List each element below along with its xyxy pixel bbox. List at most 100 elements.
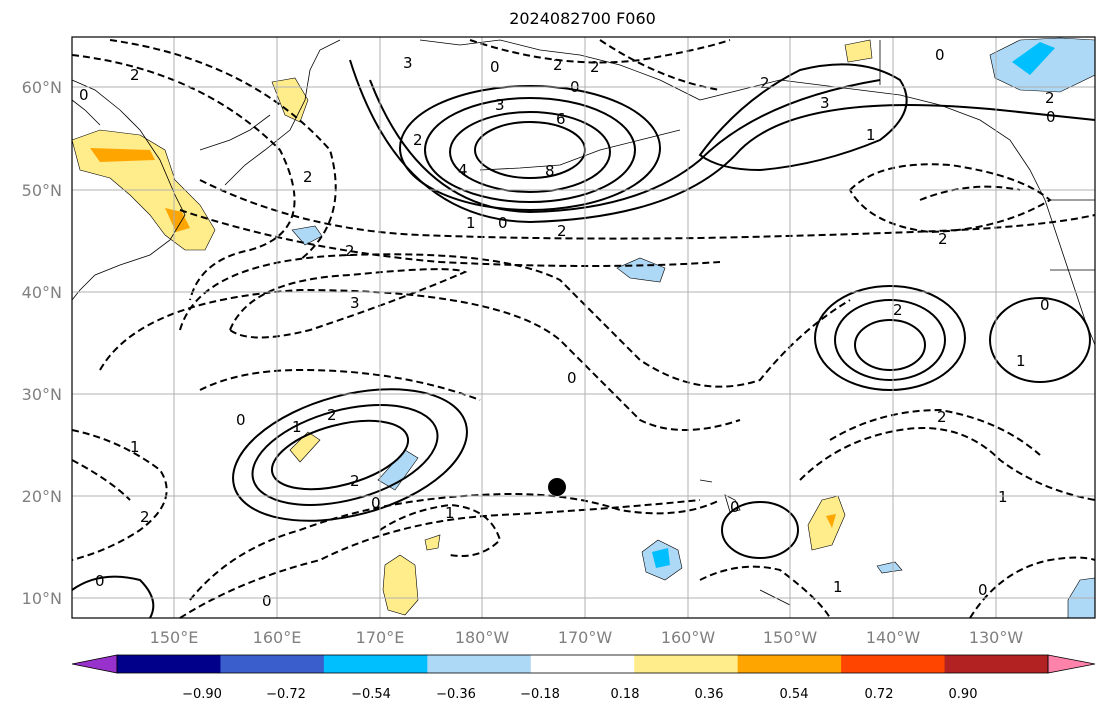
- contour-label: 2: [553, 56, 563, 74]
- colorbar-label: −0.90: [182, 687, 222, 702]
- contour-label: 2: [938, 230, 948, 248]
- colorbar-frame: [116, 654, 1049, 674]
- colorbar-label: −0.18: [520, 687, 560, 702]
- storm-center-marker: [548, 478, 566, 496]
- contour-label: 1: [1016, 352, 1026, 370]
- lat-tick: 10°N: [22, 589, 62, 608]
- colorbar-segment: [427, 655, 532, 673]
- shade-yellow-small: [424, 534, 441, 551]
- lon-tick: 150°W: [763, 628, 818, 647]
- contour-label: 1: [466, 214, 476, 232]
- contour-label: 2: [413, 131, 423, 149]
- map-frame: [71, 36, 1096, 619]
- coastlines: [71, 39, 1096, 606]
- colorbar-segment: [530, 655, 635, 673]
- contour-label: 2: [760, 74, 770, 92]
- contour-label: 2: [893, 301, 903, 319]
- contour-label: 2: [303, 168, 313, 186]
- shade-cyan-south: [652, 548, 670, 568]
- contour-labels: 3 2 2 2 0 0 3 6 8 4 2 1 0 2 0 3 2 0 2 2 …: [79, 46, 1056, 610]
- shade-orange-kamchatka-2: [165, 208, 190, 232]
- contour-label: 3: [350, 294, 360, 312]
- negative-contours: [71, 39, 1096, 619]
- lon-tick: 170°W: [558, 628, 613, 647]
- contour-label: 2: [345, 242, 355, 260]
- latitude-axis: 60°N 50°N 40°N 30°N 20°N 10°N: [22, 78, 62, 608]
- contour-label: 2: [350, 472, 360, 490]
- lat-tick: 20°N: [22, 487, 62, 506]
- contour-label: 2: [937, 408, 947, 426]
- contour-label: 0: [978, 581, 988, 599]
- lon-tick: 130°W: [969, 628, 1024, 647]
- colorbar-labels: −0.90 −0.72 −0.54 −0.36 −0.18 0.18 0.36 …: [182, 687, 977, 702]
- contour-label: 1: [998, 488, 1008, 506]
- colorbar-label: 0.36: [695, 687, 724, 702]
- colorbar-segment: [220, 655, 325, 673]
- colorbar-label: −0.36: [436, 687, 476, 702]
- colorbar: [71, 654, 1096, 674]
- contour-label: 0: [95, 572, 105, 590]
- colorbar-extend-min: [71, 654, 118, 674]
- contour-label: 2: [327, 406, 337, 424]
- lon-tick: 170°E: [356, 628, 405, 647]
- contour-label: 2: [140, 508, 150, 526]
- contour-label: 2: [590, 58, 600, 76]
- contour-label: 0: [371, 494, 381, 512]
- colorbar-label: 0.72: [865, 687, 894, 702]
- map-title: 2024082700 F060: [509, 9, 656, 28]
- lon-tick: 180°W: [455, 628, 510, 647]
- contour-label: 0: [1040, 296, 1050, 314]
- lon-tick: 160°W: [661, 628, 716, 647]
- lat-tick: 50°N: [22, 181, 62, 200]
- colorbar-segment: [634, 655, 739, 673]
- contour-label: 1: [833, 578, 843, 596]
- contour-label: 2: [130, 66, 140, 84]
- positive-contours: [71, 59, 1096, 619]
- contour-label: 0: [1046, 108, 1056, 126]
- shade-blue-small-east: [876, 561, 903, 574]
- colorbar-label: 0.90: [949, 687, 978, 702]
- colorbar-label: −0.54: [351, 687, 391, 702]
- contour-label: 2: [1045, 89, 1055, 107]
- contour-label: 0: [730, 498, 740, 516]
- contour-label: 1: [292, 418, 302, 436]
- lon-tick: 150°E: [150, 628, 199, 647]
- colorbar-segment: [323, 655, 428, 673]
- contour-label: 0: [490, 58, 500, 76]
- contour-label: 0: [935, 46, 945, 64]
- colorbar-segment: [117, 655, 221, 673]
- shade-blue-pacific: [616, 257, 666, 283]
- contour-label: 0: [79, 86, 89, 104]
- contour-label: 4: [458, 161, 468, 179]
- contour-label: 0: [567, 369, 577, 387]
- lon-tick: 160°E: [253, 628, 302, 647]
- contour-label: 3: [820, 94, 830, 112]
- lat-tick: 40°N: [22, 283, 62, 302]
- contour-label: 6: [556, 110, 566, 128]
- shade-yellow-alaska: [844, 39, 873, 63]
- shade-cyan-northeast: [1012, 42, 1055, 75]
- colorbar-segment: [944, 655, 1049, 673]
- contour-label: 0: [498, 214, 508, 232]
- contour-label: 1: [445, 504, 455, 522]
- contour-label: 0: [236, 411, 246, 429]
- colorbar-label: 0.54: [780, 687, 809, 702]
- contour-label: 2: [557, 222, 567, 240]
- shade-orange-kamchatka: [90, 148, 155, 162]
- shade-blue-aleutians: [291, 225, 323, 246]
- contour-label: 1: [866, 126, 876, 144]
- shade-orange-east: [826, 514, 836, 528]
- colorbar-label: −0.72: [266, 687, 306, 702]
- shade-yellow-northwest: [271, 77, 309, 123]
- shade-yellow-south: [382, 554, 419, 616]
- colorbar-extend-max: [1047, 654, 1096, 674]
- lat-tick: 60°N: [22, 78, 62, 97]
- contour-label: 0: [262, 592, 272, 610]
- shade-yellow-east: [807, 495, 846, 551]
- longitude-axis: 150°E 160°E 170°E 180°W 170°W 160°W 150°…: [150, 628, 1024, 647]
- contour-label: 1: [130, 438, 140, 456]
- contour-label: 3: [403, 54, 413, 72]
- lat-tick: 30°N: [22, 385, 62, 404]
- lon-tick: 140°W: [866, 628, 921, 647]
